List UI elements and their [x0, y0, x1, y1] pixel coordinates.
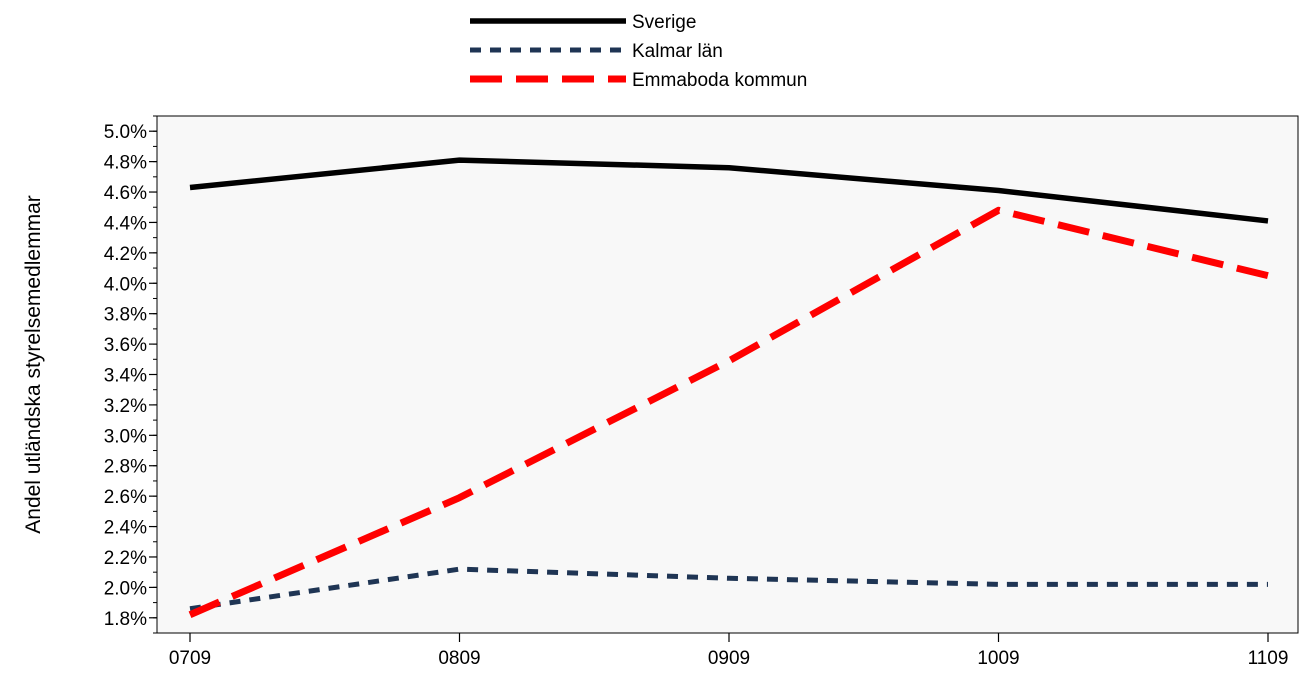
y-tick-label: 1.8% — [104, 609, 147, 630]
legend-label: Emmaboda kommun — [632, 70, 807, 91]
y-tick-label: 3.6% — [104, 335, 147, 356]
y-tick-label: 4.8% — [104, 153, 147, 174]
y-tick-label: 3.0% — [104, 426, 147, 447]
y-axis-label: Andel utländska styrelsemedlemmar — [22, 195, 45, 533]
y-tick-label: 5.0% — [104, 122, 147, 143]
x-tick-label: 1109 — [1248, 648, 1289, 669]
y-tick-label: 4.2% — [104, 244, 147, 265]
legend-label: Kalmar län — [632, 41, 723, 62]
series-line-emmaboda-kommun — [188, 206, 1269, 618]
series-layer — [188, 157, 1269, 618]
chart-legend: Sverige Kalmar län Emmaboda kommun — [470, 12, 807, 91]
legend-label: Sverige — [632, 12, 696, 33]
y-tick-label: 2.4% — [104, 518, 147, 539]
x-tick-label: 0809 — [438, 648, 480, 669]
y-tick-label: 2.0% — [104, 578, 147, 599]
y-tick-label: 2.6% — [104, 487, 147, 508]
series-line-kalmar-län — [189, 566, 1268, 612]
x-tick-label: 1009 — [977, 648, 1019, 669]
y-tick-label: 4.4% — [104, 213, 147, 234]
y-tick-label: 2.8% — [104, 457, 147, 478]
y-tick-label: 4.6% — [104, 183, 147, 204]
series-line-sverige — [189, 157, 1269, 224]
chart-axes: 1.8% 2.0% 2.2% 2.4% 2.6% 2.8% 3.0% 3.2% 3.4% 3.6%… — [104, 115, 1289, 669]
y-tick-label: 2.2% — [104, 548, 147, 569]
y-tick-label: 3.4% — [104, 366, 147, 387]
y-tick-label: 4.0% — [104, 274, 147, 295]
x-tick-label: 0709 — [169, 648, 211, 669]
y-tick-label: 3.2% — [104, 396, 147, 417]
x-tick-label: 0909 — [708, 648, 750, 669]
y-tick-label: 3.8% — [104, 305, 147, 326]
